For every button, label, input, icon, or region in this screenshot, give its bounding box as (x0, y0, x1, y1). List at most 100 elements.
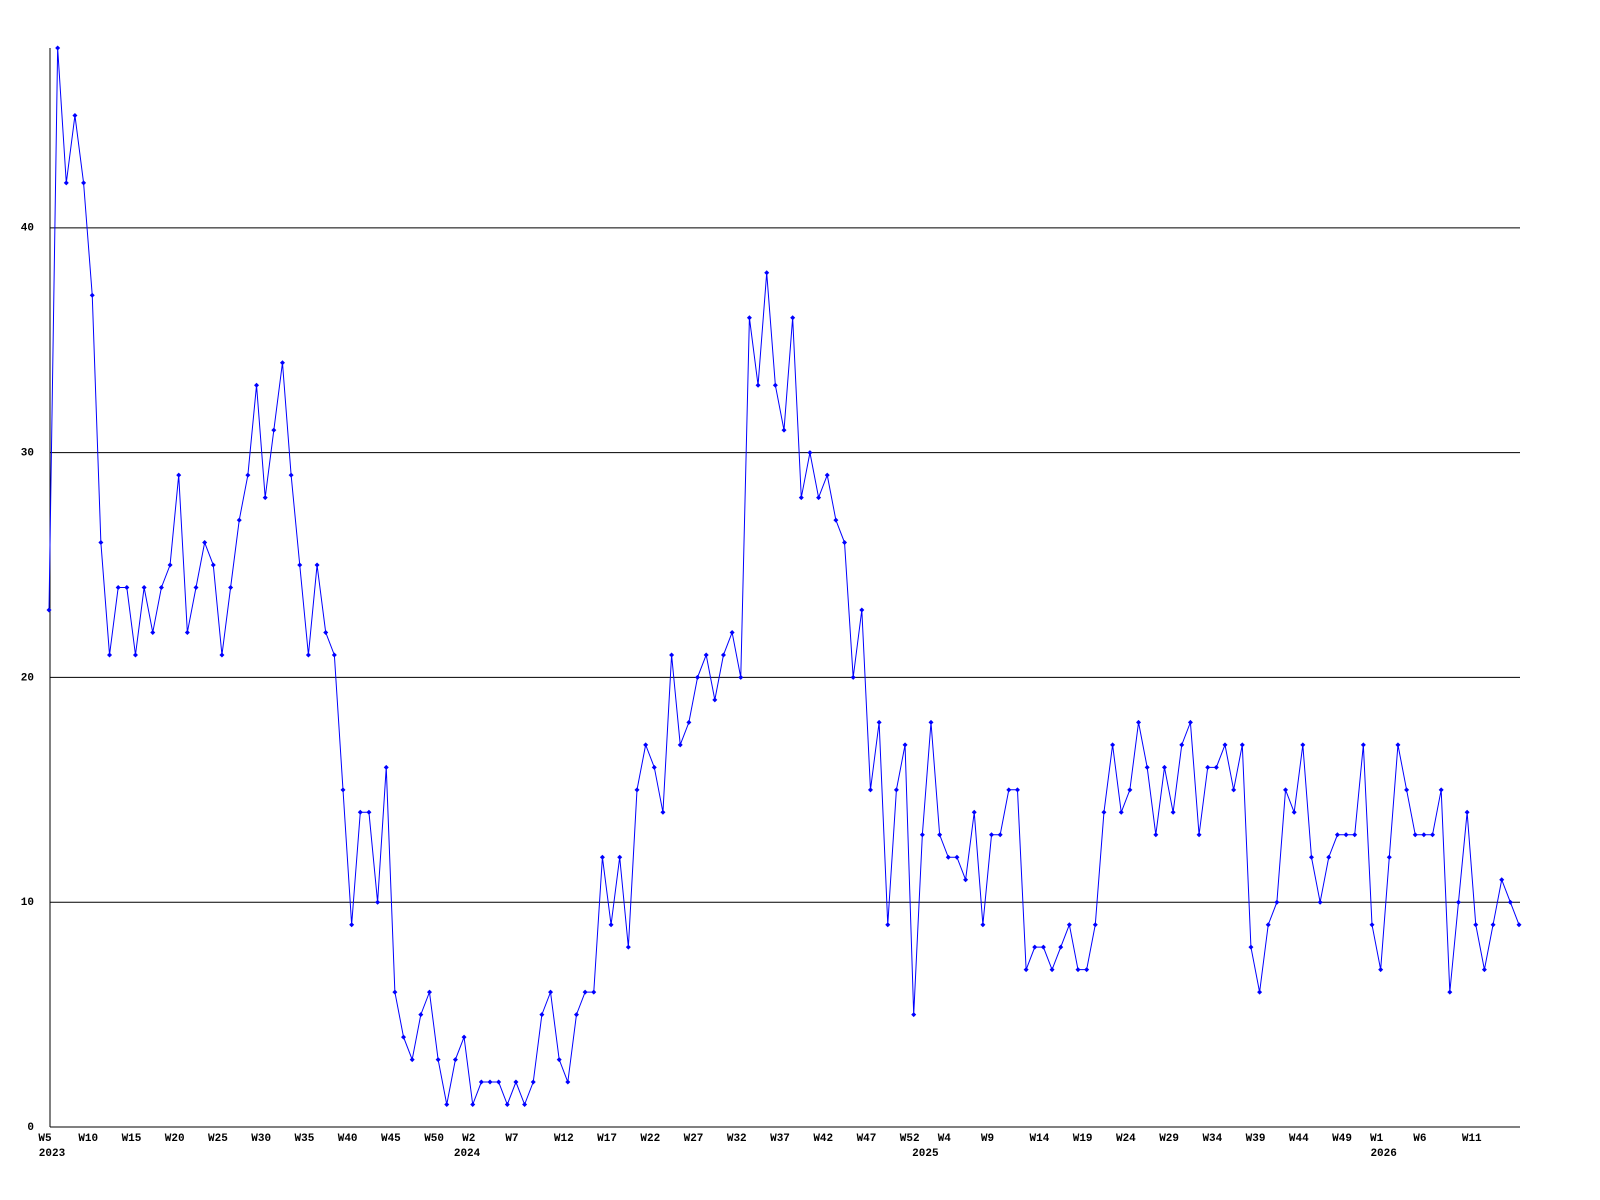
data-point (496, 1079, 502, 1085)
data-point (158, 585, 164, 590)
data-point (1430, 832, 1436, 838)
data-point (1378, 967, 1384, 973)
data-point (81, 180, 87, 186)
data-point (1239, 742, 1245, 748)
data-point (1507, 899, 1513, 905)
data-point (928, 719, 934, 725)
x-tick-label: W29 (1159, 1133, 1179, 1145)
data-point (850, 674, 856, 680)
x-tick-label: W45 (381, 1133, 401, 1145)
x-tick-label: W25 (208, 1133, 228, 1145)
x-tick-label: W22 (640, 1133, 660, 1145)
x-tick-label: W4 (938, 1133, 952, 1145)
data-point (1066, 922, 1072, 928)
data-point (1205, 764, 1211, 770)
data-point (418, 1012, 424, 1018)
data-point (1300, 742, 1306, 748)
data-point (1075, 967, 1081, 973)
x-tick-label: W7 (505, 1133, 518, 1145)
data-point (1153, 832, 1159, 838)
data-point (1455, 899, 1461, 905)
data-point (729, 629, 735, 635)
data-point (790, 315, 796, 321)
data-point (1049, 967, 1055, 973)
x-tick-label: W52 (900, 1133, 920, 1145)
data-point (954, 854, 960, 860)
x-tick-label: W12 (554, 1133, 574, 1145)
data-point (461, 1034, 467, 1040)
data-point (1516, 922, 1522, 928)
data-point (193, 585, 199, 590)
data-point (72, 112, 78, 118)
data-point (902, 742, 908, 748)
data-point (556, 1057, 562, 1063)
data-point (885, 922, 891, 928)
data-point (859, 607, 865, 613)
x-tick-label: W24 (1116, 1133, 1136, 1145)
data-point (1222, 742, 1228, 748)
data-point (452, 1057, 458, 1063)
x-tick-label: W15 (122, 1133, 142, 1145)
data-point (305, 652, 311, 658)
data-point (262, 495, 268, 501)
x-tick-label: W1 (1370, 1133, 1384, 1145)
data-point (720, 652, 726, 658)
data-point (383, 764, 389, 770)
y-tick-label: 10 (21, 897, 34, 909)
data-point (1101, 809, 1107, 815)
data-point (1084, 967, 1090, 973)
data-point (1092, 922, 1098, 928)
data-point (1317, 899, 1323, 905)
data-point (677, 742, 683, 748)
x-tick-label: W20 (165, 1133, 185, 1145)
x-tick-label: W2 (462, 1133, 475, 1145)
data-point (107, 652, 113, 658)
data-point (1352, 832, 1358, 838)
data-point (1144, 764, 1150, 770)
data-point (738, 674, 744, 680)
data-point (1032, 944, 1038, 950)
data-point (764, 270, 770, 276)
data-point (1170, 809, 1176, 815)
data-point (1308, 854, 1314, 860)
data-point (634, 787, 640, 793)
data-point (297, 562, 303, 568)
data-point (1343, 832, 1349, 838)
data-point (1473, 922, 1479, 928)
data-point (470, 1102, 476, 1108)
data-point (46, 607, 52, 613)
data-point (651, 764, 657, 770)
data-point (669, 652, 675, 658)
data-point (617, 854, 623, 860)
data-point (1006, 787, 1012, 793)
data-point (478, 1079, 484, 1085)
data-point (703, 652, 709, 658)
y-tick-label: 40 (21, 223, 34, 235)
data-point (167, 562, 173, 568)
x-tick-label: W39 (1246, 1133, 1266, 1145)
data-point (254, 382, 260, 388)
x-tick-label: W34 (1202, 1133, 1222, 1145)
data-point (1421, 832, 1427, 838)
data-point (1464, 809, 1470, 815)
data-point (1161, 764, 1167, 770)
data-point (435, 1057, 441, 1063)
x-year-label: 2025 (912, 1148, 939, 1160)
data-point (660, 809, 666, 815)
data-point (1395, 742, 1401, 748)
data-point (625, 944, 631, 950)
data-point (401, 1034, 407, 1040)
data-point (1265, 922, 1271, 928)
data-point (522, 1102, 528, 1108)
x-tick-label: W32 (727, 1133, 747, 1145)
data-point (236, 517, 242, 523)
data-point (1412, 832, 1418, 838)
data-point (746, 315, 752, 321)
data-point (1110, 742, 1116, 748)
data-point (867, 787, 873, 793)
data-point (1490, 922, 1496, 928)
data-point (989, 832, 995, 838)
data-point (548, 989, 554, 995)
